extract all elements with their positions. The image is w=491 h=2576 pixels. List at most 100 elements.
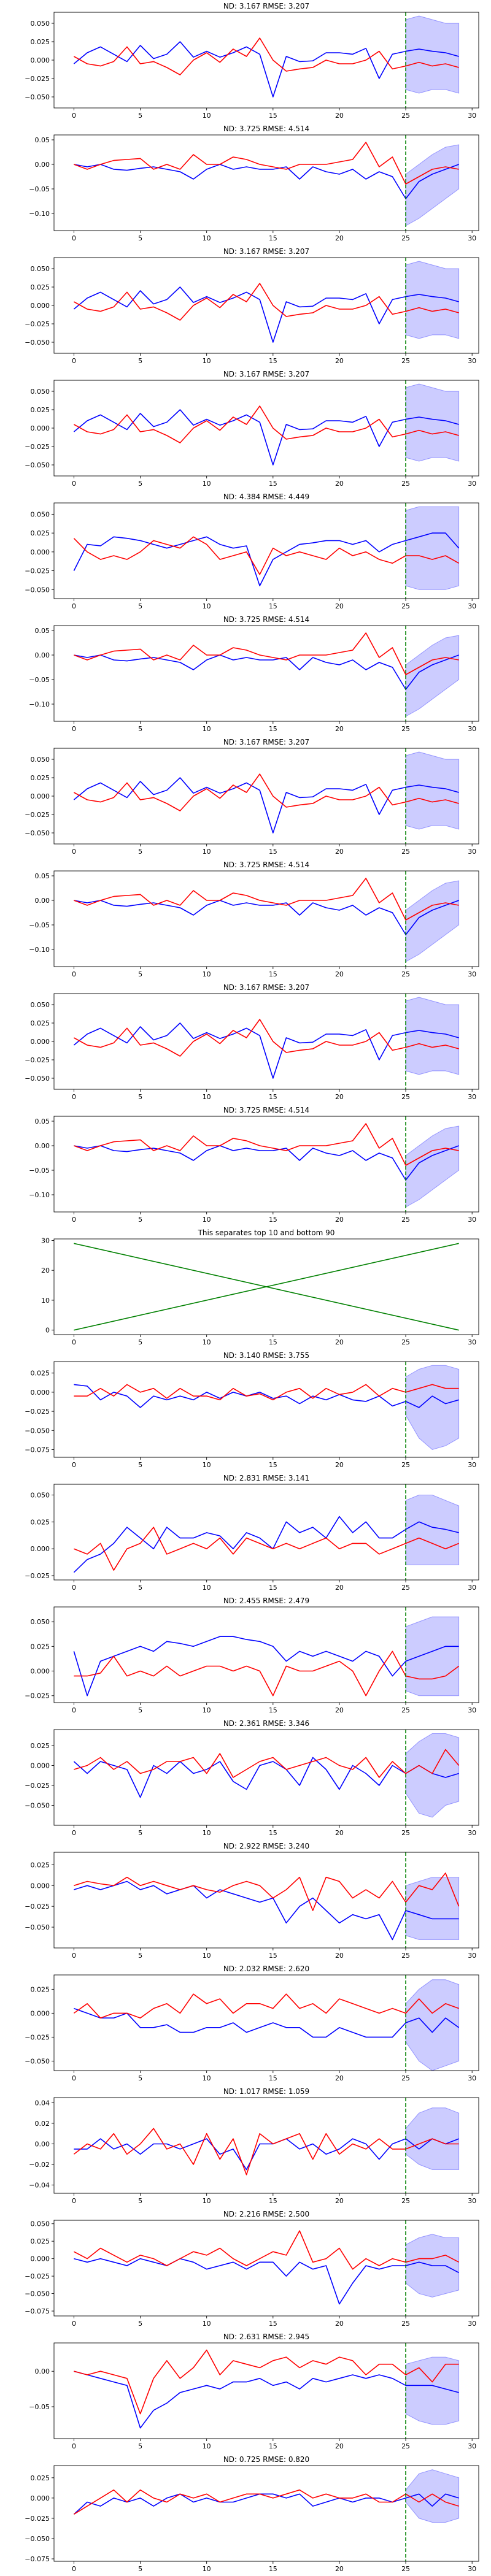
x-tick-label: 25: [401, 602, 410, 610]
x-tick-label: 20: [335, 1584, 344, 1592]
confidence-band: [405, 1979, 460, 2071]
x-tick-label: 30: [468, 1584, 476, 1592]
x-tick-label: 20: [335, 112, 344, 120]
x-tick-label: 0: [72, 1338, 76, 1346]
x-tick-label: 10: [203, 1584, 211, 1592]
x-tick-label: 30: [468, 848, 476, 856]
x-tick-label: 15: [269, 725, 277, 733]
chart-panel: ND: 2.631 RMSE: 2.945 0 5 10 15 20 25 30 −0.05 0.…: [0, 2331, 491, 2453]
x-tick-label: 5: [138, 2320, 142, 2328]
series-line: [73, 1022, 459, 1079]
x-tick-label: 15: [269, 234, 277, 242]
series-line: [73, 777, 459, 834]
x-tick-label: 30: [468, 1952, 476, 1960]
chart-panel: ND: 3.167 RMSE: 3.207 0 5 10 15 20 25 30 −0.050 −…: [0, 736, 491, 859]
axes-frame: [53, 2097, 479, 2194]
chart-panel: ND: 2.831 RMSE: 3.141 0 5 10 15 20 25 30 −0.025 0…: [0, 1472, 491, 1595]
chart-svg: ND: 3.140 RMSE: 3.755 0 5 10 15 20 25 30 −0.075 −…: [25, 1351, 479, 1469]
chart-title: ND: 2.032 RMSE: 2.620: [223, 1965, 309, 1973]
series-line: [74, 1019, 459, 1057]
y-tick-label: 0.025: [31, 2474, 50, 2482]
y-tick-label: 0.000: [31, 2255, 50, 2263]
chart-panel: ND: 2.361 RMSE: 3.346 0 5 10 15 20 25 30 −0.050 −…: [0, 1717, 491, 1840]
x-tick-label: 0: [72, 234, 76, 242]
x-tick-label: 10: [203, 1952, 211, 1960]
chart-title: ND: 3.725 RMSE: 4.514: [223, 1106, 309, 1114]
confidence-band: [405, 383, 460, 462]
x-tick-label: 10: [203, 1093, 211, 1101]
confidence-band: [405, 261, 460, 339]
confidence-band: [405, 144, 460, 226]
confidence-band: [405, 997, 460, 1075]
y-tick-label: −0.025: [25, 1782, 50, 1790]
y-tick-label: −0.050: [25, 1923, 50, 1931]
y-tick-label: 0.025: [31, 1742, 50, 1750]
x-tick-label: 15: [269, 602, 277, 610]
series-line: [74, 1123, 459, 1166]
x-tick-label: 10: [203, 1338, 211, 1346]
y-tick-label: −0.025: [25, 2033, 50, 2041]
chart-title: ND: 2.216 RMSE: 2.500: [223, 2210, 309, 2218]
x-tick-label: 10: [203, 2565, 211, 2573]
chart-title: ND: 3.167 RMSE: 3.207: [223, 370, 309, 378]
series-line: [74, 773, 459, 811]
x-tick-label: 30: [468, 1706, 476, 1714]
y-tick-label: 0.050: [31, 510, 50, 518]
x-tick-label: 10: [203, 848, 211, 856]
y-tick-label: 0.000: [31, 1668, 50, 1676]
y-tick-label: 0.000: [31, 792, 50, 800]
x-tick-label: 20: [335, 2565, 344, 2573]
y-tick-label: −0.075: [25, 1446, 50, 1454]
x-tick-label: 0: [72, 2442, 76, 2450]
x-tick-label: 10: [203, 1829, 211, 1837]
y-tick-label: 0.025: [31, 1019, 50, 1027]
x-tick-label: 5: [138, 1952, 142, 1960]
x-tick-label: 25: [401, 970, 410, 978]
y-tick-label: 0.000: [31, 1882, 50, 1890]
x-tick-label: 10: [203, 357, 211, 365]
y-tick-label: 0.000: [31, 424, 50, 432]
series-line: [74, 2349, 459, 2415]
x-tick-label: 20: [335, 1829, 344, 1837]
x-tick-label: 5: [138, 112, 142, 120]
chart-title: ND: 3.725 RMSE: 4.514: [223, 615, 309, 624]
confidence-band: [405, 635, 460, 717]
x-tick-label: 0: [72, 1584, 76, 1592]
confidence-band: [405, 1125, 460, 1208]
chart-svg: This separates top 10 and bottom 90 0 5 10 1…: [41, 1229, 479, 1346]
x-tick-label: 15: [269, 1093, 277, 1101]
x-tick-label: 30: [468, 1338, 476, 1346]
x-tick-label: 20: [335, 725, 344, 733]
series-line: [73, 1993, 459, 2018]
x-tick-label: 5: [138, 848, 142, 856]
axes-frame: [53, 2465, 479, 2562]
y-tick-label: 0.025: [31, 1370, 50, 1378]
x-tick-label: 15: [269, 1338, 277, 1346]
x-tick-label: 0: [72, 970, 76, 978]
x-tick-label: 5: [138, 2074, 142, 2082]
y-tick-label: −0.050: [25, 1427, 50, 1435]
y-tick-label: 0: [45, 1327, 50, 1335]
x-tick-label: 25: [401, 2074, 410, 2082]
y-tick-label: 0.050: [31, 265, 50, 273]
x-tick-label: 5: [138, 1584, 142, 1592]
series-line: [74, 2371, 459, 2429]
x-tick-label: 0: [72, 725, 76, 733]
x-tick-label: 15: [269, 357, 277, 365]
series-line: [74, 1384, 459, 1401]
x-tick-label: 5: [138, 1216, 142, 1224]
x-tick-label: 5: [138, 2442, 142, 2450]
confidence-band: [405, 1365, 460, 1451]
series-line: [74, 142, 459, 185]
x-tick-label: 5: [138, 602, 142, 610]
y-tick-label: −0.025: [25, 2515, 50, 2523]
series-line: [74, 1873, 460, 1911]
y-tick-label: −0.05: [29, 676, 50, 684]
x-tick-label: 20: [335, 1461, 344, 1469]
y-tick-label: 0.000: [31, 548, 50, 556]
axes-frame: [53, 134, 479, 231]
series-line: [74, 283, 459, 321]
x-tick-label: 5: [138, 1829, 142, 1837]
x-tick-label: 25: [401, 480, 410, 488]
chart-title: ND: 0.725 RMSE: 0.820: [223, 2455, 309, 2464]
